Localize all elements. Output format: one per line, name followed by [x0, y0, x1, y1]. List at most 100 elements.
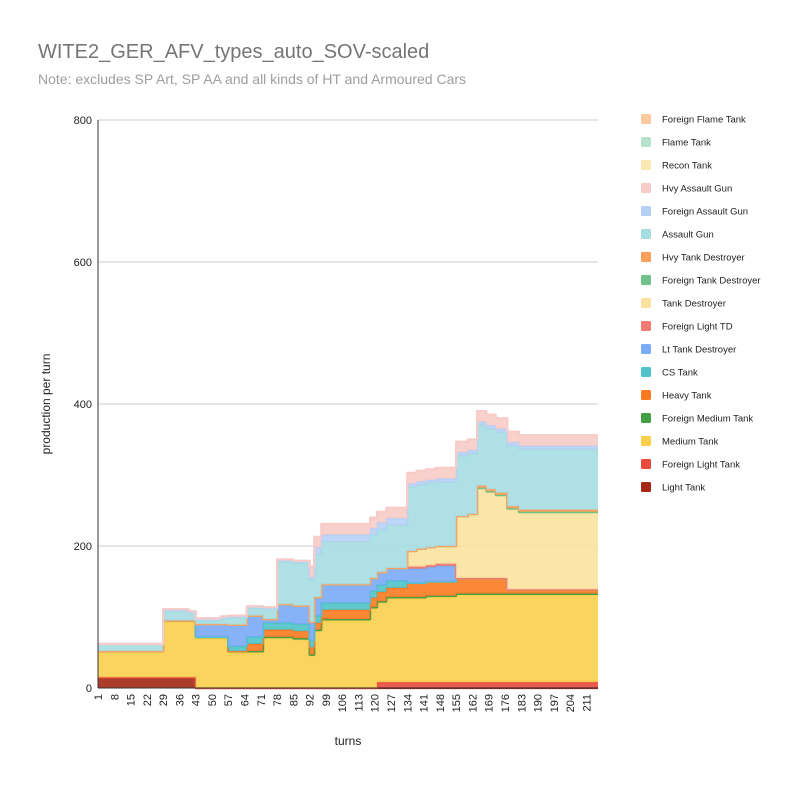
- area-heavy-tank: [98, 578, 598, 655]
- legend-item: Foreign Light TD: [641, 321, 733, 333]
- legend-label: Recon Tank: [662, 161, 712, 172]
- legend-swatch: [641, 344, 651, 354]
- legend-label: Assault Gun: [662, 230, 714, 241]
- x-tick-label: 190: [533, 694, 545, 712]
- legend-swatch: [641, 206, 651, 216]
- legend-item: Hvy Assault Gun: [641, 183, 732, 195]
- area-foreign-light-tank: [98, 677, 598, 688]
- area-assault-gun: [98, 425, 598, 652]
- legend-label: Light Tank: [662, 483, 705, 494]
- x-tick-label: 113: [353, 694, 365, 712]
- y-tick-label: 200: [74, 541, 92, 553]
- y-axis-title: production per turn: [39, 354, 53, 455]
- x-tick-label: 57: [223, 694, 235, 706]
- legend-item: Light Tank: [641, 482, 705, 494]
- x-tick-label: 120: [370, 694, 382, 712]
- x-tick-label: 43: [191, 694, 203, 706]
- x-tick-label: 162: [467, 694, 479, 712]
- legend-swatch: [641, 252, 651, 262]
- legend-label: Foreign Light TD: [662, 322, 733, 333]
- legend-swatch: [641, 321, 651, 331]
- x-tick-label: 71: [256, 694, 268, 706]
- legend-swatch: [641, 183, 651, 193]
- legend-swatch: [641, 390, 651, 400]
- x-tick-label: 197: [549, 694, 561, 712]
- x-tick-label: 22: [142, 694, 154, 706]
- y-tick-label: 400: [74, 399, 92, 411]
- legend-label: Foreign Assault Gun: [662, 207, 748, 218]
- x-tick-label: 148: [435, 694, 447, 712]
- legend-item: Foreign Assault Gun: [641, 206, 748, 218]
- legend-item: Lt Tank Destroyer: [641, 344, 736, 356]
- legend-swatch: [641, 436, 651, 446]
- x-tick-label: 1: [93, 694, 105, 700]
- y-tick-label: 0: [86, 683, 92, 695]
- x-tick-label: 211: [581, 694, 593, 712]
- legend-swatch: [641, 298, 651, 308]
- legend-item: Tank Destroyer: [641, 298, 726, 310]
- x-axis-title: turns: [335, 734, 362, 748]
- x-tick-label: 176: [500, 694, 512, 712]
- legend-label: Lt Tank Destroyer: [662, 345, 736, 356]
- x-tick-label: 99: [321, 694, 333, 706]
- x-tick-label: 127: [386, 694, 398, 712]
- legend-label: Foreign Medium Tank: [662, 414, 753, 425]
- x-tick-label: 134: [402, 694, 414, 712]
- chart-title: WITE2_GER_AFV_types_auto_SOV-scaled: [38, 41, 429, 63]
- legend-swatch: [641, 482, 651, 492]
- legend-label: Foreign Light Tank: [662, 460, 740, 471]
- area-tank-destroyer: [98, 489, 598, 652]
- x-tick-label: 15: [126, 694, 138, 706]
- x-tick-label: 92: [305, 694, 317, 706]
- legend-swatch: [641, 367, 651, 377]
- legend-swatch: [641, 459, 651, 469]
- legend-label: CS Tank: [662, 368, 698, 379]
- legend-item: Heavy Tank: [641, 390, 712, 402]
- line-hvy-assault-gun: [98, 410, 598, 646]
- area-medium-tank: [98, 595, 598, 688]
- x-tick-label: 36: [174, 694, 186, 706]
- legend-swatch: [641, 413, 651, 423]
- legend-label: Tank Destroyer: [662, 299, 726, 310]
- legend-item: Assault Gun: [641, 229, 714, 241]
- legend-item: CS Tank: [641, 367, 698, 379]
- legend-item: Foreign Medium Tank: [641, 413, 753, 425]
- legend-label: Hvy Tank Destroyer: [662, 253, 745, 264]
- legend-item: Flame Tank: [641, 137, 711, 149]
- legend-label: Heavy Tank: [662, 391, 712, 402]
- legend-item: Hvy Tank Destroyer: [641, 252, 745, 264]
- legend-swatch: [641, 229, 651, 239]
- area-hvy-assault-gun: [98, 411, 598, 644]
- legend-label: Foreign Tank Destroyer: [662, 276, 761, 287]
- legend-swatch: [641, 114, 651, 124]
- legend-item: Medium Tank: [641, 436, 719, 448]
- y-tick-label: 600: [74, 257, 92, 269]
- legend-label: Medium Tank: [662, 437, 719, 448]
- legend-item: Recon Tank: [641, 160, 712, 172]
- axes: 0 200 400 600 800 1 8 15 22 29 36 43 50 57 64 71 78 85 92 9…: [74, 115, 598, 712]
- legend-label: Flame Tank: [662, 138, 711, 149]
- x-tick-label: 8: [109, 694, 121, 700]
- x-tick-label: 50: [207, 694, 219, 706]
- x-tick-label: 29: [158, 694, 170, 706]
- x-tick-label: 78: [272, 694, 284, 706]
- legend-swatch: [641, 160, 651, 170]
- x-tick-label: 64: [240, 694, 252, 706]
- x-tick-label: 85: [288, 694, 300, 706]
- x-tick-label: 183: [516, 694, 528, 712]
- y-tick-label: 800: [74, 115, 92, 127]
- legend-item: Foreign Flame Tank: [641, 114, 746, 126]
- legend-item: Foreign Light Tank: [641, 459, 740, 471]
- legend-swatch: [641, 137, 651, 147]
- chart-subtitle: Note: excludes SP Art, SP AA and all kin…: [38, 71, 466, 87]
- x-tick-label: 106: [337, 694, 349, 712]
- area-lt-tank-destroyer: [98, 565, 598, 652]
- x-tick-label: 169: [484, 694, 496, 712]
- x-tick-label: 155: [451, 694, 463, 712]
- legend: Foreign Flame Tank Flame Tank Recon Tank Hv…: [641, 114, 761, 494]
- legend-label: Foreign Flame Tank: [662, 115, 746, 126]
- legend-item: Foreign Tank Destroyer: [641, 275, 761, 287]
- legend-label: Hvy Assault Gun: [662, 184, 732, 195]
- legend-swatch: [641, 275, 651, 285]
